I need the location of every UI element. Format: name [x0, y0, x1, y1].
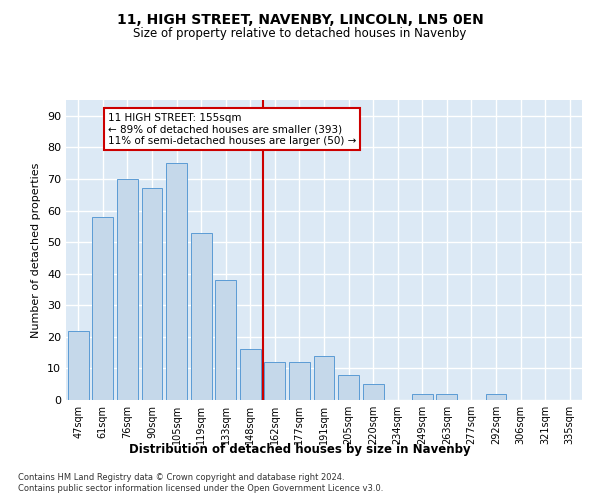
- Text: Size of property relative to detached houses in Navenby: Size of property relative to detached ho…: [133, 28, 467, 40]
- Bar: [166, 163, 187, 400]
- Text: Contains public sector information licensed under the Open Government Licence v3: Contains public sector information licen…: [18, 484, 383, 493]
- Text: Contains HM Land Registry data © Crown copyright and database right 2024.: Contains HM Land Registry data © Crown c…: [18, 472, 344, 482]
- Text: 11 HIGH STREET: 155sqm
← 89% of detached houses are smaller (393)
11% of semi-de: 11 HIGH STREET: 155sqm ← 89% of detached…: [108, 112, 356, 146]
- Bar: [215, 280, 236, 400]
- Bar: [362, 384, 383, 400]
- Bar: [338, 374, 359, 400]
- Bar: [412, 394, 433, 400]
- Bar: [117, 179, 138, 400]
- Bar: [92, 217, 113, 400]
- Bar: [191, 232, 212, 400]
- Bar: [240, 350, 261, 400]
- Bar: [68, 330, 89, 400]
- Bar: [142, 188, 163, 400]
- Text: Distribution of detached houses by size in Navenby: Distribution of detached houses by size …: [129, 442, 471, 456]
- Bar: [485, 394, 506, 400]
- Bar: [314, 356, 334, 400]
- Text: 11, HIGH STREET, NAVENBY, LINCOLN, LN5 0EN: 11, HIGH STREET, NAVENBY, LINCOLN, LN5 0…: [116, 12, 484, 26]
- Bar: [265, 362, 286, 400]
- Y-axis label: Number of detached properties: Number of detached properties: [31, 162, 41, 338]
- Bar: [436, 394, 457, 400]
- Bar: [289, 362, 310, 400]
